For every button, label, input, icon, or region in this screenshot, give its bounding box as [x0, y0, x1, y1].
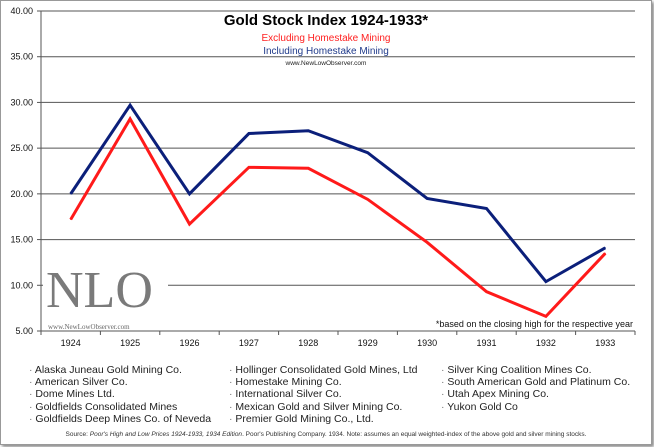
y-tick-label: 30.00 [10, 97, 33, 107]
y-tick-label: 15.00 [10, 235, 33, 245]
data-point [248, 166, 250, 168]
company-list-col-3: Silver King Coalition Mines Co. South Am… [441, 364, 630, 413]
data-point [367, 152, 369, 154]
company-item: Utah Apex Mining Co. [441, 388, 630, 400]
watermark-url: www.NewLowObserver.com [48, 323, 130, 331]
nlo-watermark: NLO www.NewLowObserver.com [43, 262, 168, 331]
x-tick-label: 1930 [417, 338, 437, 348]
series-line-including-homestake [69, 102, 607, 284]
subtitle-excluding: Excluding Homestake Mining [262, 33, 391, 44]
series-line-excluding-homestake [69, 115, 607, 319]
company-list-col-2: Hollinger Consolidated Gold Mines, Ltd H… [229, 364, 418, 425]
company-item: Goldfields Consolidated Mines [29, 401, 211, 413]
x-tick-label: 1924 [61, 338, 81, 348]
x-tick-label: 1927 [239, 338, 259, 348]
data-point [189, 223, 190, 225]
x-tick-label: 1925 [120, 338, 140, 348]
data-point [426, 241, 428, 243]
company-item: Silver King Coalition Mines Co. [441, 364, 630, 376]
company-item: Goldfields Deep Mines Co. of Neveda [29, 413, 211, 425]
data-point [307, 130, 309, 132]
x-tick-label: 1933 [595, 338, 615, 348]
data-point [545, 281, 547, 283]
x-tick-label: 1929 [358, 338, 378, 348]
data-point [486, 291, 487, 293]
y-tick-label: 5.00 [15, 326, 33, 336]
company-item: Homestake Mining Co. [229, 376, 418, 388]
x-tick-label: 1928 [298, 338, 318, 348]
data-point [604, 247, 606, 249]
source-rest: . Poor's Publishing Company. 1934. Note:… [242, 431, 587, 438]
company-item: Yukon Gold Co [441, 401, 630, 413]
subtitle-including: Including Homestake Mining [263, 46, 389, 57]
data-point [307, 167, 309, 169]
company-item: Dome Mines Ltd. [29, 388, 211, 400]
company-item: Premier Gold Mining Co., Ltd. [229, 413, 418, 425]
data-point [545, 315, 547, 317]
y-tick-label: 25.00 [10, 143, 33, 153]
x-tick-label: 1926 [179, 338, 199, 348]
y-tick-label: 20.00 [10, 189, 33, 199]
x-tick-label: 1931 [476, 338, 496, 348]
chart-title: Gold Stock Index 1924-1933* [224, 12, 428, 29]
data-point [129, 118, 131, 120]
company-item: Mexican Gold and Silver Mining Co. [229, 401, 418, 413]
source-note: Source: Poor's High and Low Prices 1924-… [1, 431, 651, 438]
data-point [129, 104, 131, 106]
data-point [248, 133, 250, 135]
y-tick-label: 10.00 [10, 280, 33, 290]
company-list-col-1: Alaska Juneau Gold Mining Co. American S… [29, 364, 211, 425]
company-item: American Silver Co. [29, 376, 211, 388]
company-item: International Silver Co. [229, 388, 418, 400]
watermark-logo: NLO [46, 262, 153, 319]
footnote: *based on the closing high for the respe… [436, 319, 633, 329]
data-point [604, 252, 606, 254]
company-item: Alaska Juneau Gold Mining Co. [29, 364, 211, 376]
line-chart: NLO www.NewLowObserver.com 5.00 10.00 15.0… [10, 6, 636, 348]
x-tick-label: 1932 [536, 338, 556, 348]
website-label: www.NewLowObserver.com [285, 60, 367, 67]
data-point [486, 207, 487, 209]
y-tick-label: 40.00 [10, 6, 33, 16]
source-title: Poor's High and Low Prices 1924-1933, 19… [89, 431, 243, 438]
company-item: South American Gold and Platinum Co. [441, 376, 630, 388]
company-item: Hollinger Consolidated Gold Mines, Ltd [229, 364, 417, 376]
source-prefix: Source: [65, 431, 90, 438]
data-point [70, 193, 72, 195]
data-point [426, 197, 428, 199]
data-point [70, 218, 72, 220]
y-tick-label: 35.00 [10, 52, 33, 62]
data-point [189, 193, 190, 195]
data-point [367, 198, 369, 200]
